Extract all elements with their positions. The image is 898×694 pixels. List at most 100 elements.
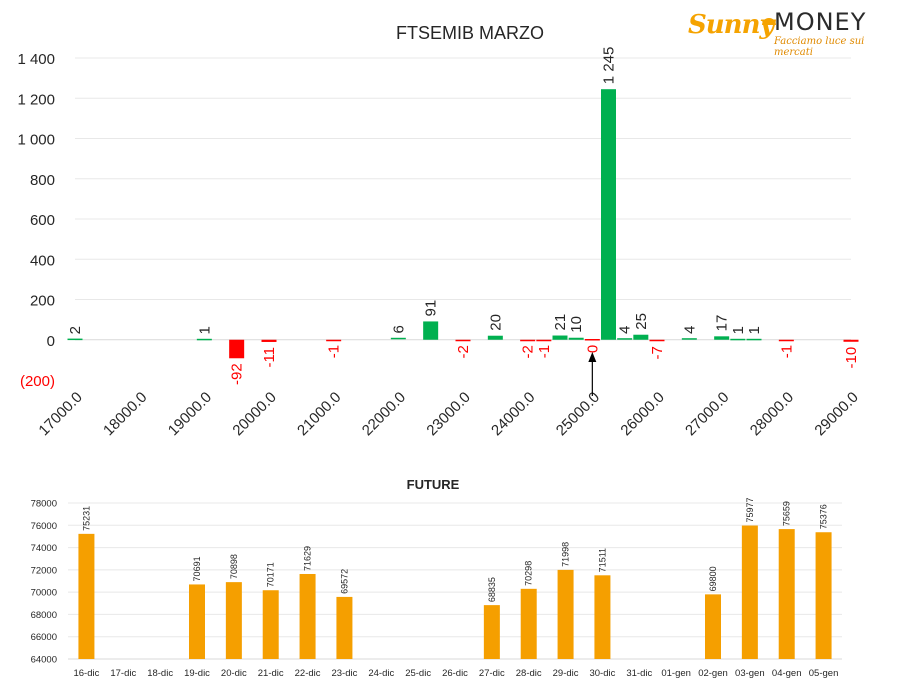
chart1-data-label: -2: [455, 345, 472, 358]
chart2-y-tick-label: 68000: [31, 610, 57, 621]
chart1-x-tick-label: 20000.0: [229, 389, 279, 439]
chart2-x-tick-label: 21-dic: [258, 668, 284, 679]
chart1-bar: [633, 334, 649, 340]
chart1-gridlines: [75, 57, 851, 341]
logo-tagline: Facciamo luce sui mercati: [774, 36, 865, 58]
chart2-x-tick-label: 28-dic: [516, 668, 542, 679]
logo-brand-left: Sunny: [688, 10, 775, 40]
logo-brand-right: MONEY: [774, 8, 867, 36]
chart2-data-label: 70298: [524, 561, 534, 586]
chart2-x-axis: 16-dic 17-dic 18-dic 19-dic 20-dic 21-dic 22-d…: [73, 668, 838, 679]
chart1-bar: [843, 339, 859, 342]
chart1-data-label: 1: [730, 326, 747, 334]
chart1-x-tick-label: 26000.0: [617, 389, 667, 439]
chart1-data-label: 0: [584, 345, 601, 353]
chart1-marker-arrow: [588, 352, 597, 396]
chart2-x-tick-label: 29-dic: [553, 668, 579, 679]
chart1-bar: [196, 338, 212, 341]
chart2-data-label: 70898: [229, 554, 239, 579]
chart1-data-label: 6: [390, 325, 407, 333]
chart1-data-label: 21: [552, 314, 569, 331]
chart2-y-tick-label: 74000: [31, 543, 57, 554]
chart2-y-tick-label: 78000: [31, 499, 57, 510]
chart1-data-label: 1: [746, 326, 763, 334]
chart2-bar: [815, 532, 832, 659]
chart1-data-label: -1: [536, 345, 553, 358]
chart1-bar: [520, 339, 536, 342]
chart2-x-tick-label: 27-dic: [479, 668, 505, 679]
chart1-y-tick-label: 1 200: [17, 91, 55, 108]
chart2-bar: [483, 605, 500, 659]
chart1-bar: [261, 339, 277, 342]
chart1-x-tick-label: 25000.0: [553, 389, 603, 439]
chart1-x-tick-label: 28000.0: [747, 389, 797, 439]
chart2-bar: [299, 573, 316, 659]
chart1-bar: [584, 339, 600, 341]
logo-sun-icon: [762, 18, 776, 25]
chart1-data-label: 2: [67, 326, 84, 334]
chart2-y-tick-label: 64000: [31, 655, 57, 666]
chart1-data-label: 4: [681, 326, 698, 334]
chart2-x-tick-label: 23-dic: [331, 668, 357, 679]
chart1-data-label: -1: [778, 345, 795, 358]
chart2-bar: [189, 584, 205, 659]
chart1-data-label: 1 245: [601, 47, 618, 85]
chart1-data-label: 25: [633, 313, 650, 330]
chart2-bar: [705, 594, 721, 659]
chart1-data-label: 4: [617, 326, 634, 334]
chart1-bar: [455, 339, 471, 342]
chart2-x-tick-label: 16-dic: [73, 668, 99, 679]
chart2-x-tick-label: 25-dic: [405, 668, 431, 679]
chart1-arrow-head: [588, 352, 597, 362]
chart2-x-tick-label: 30-dic: [589, 668, 615, 679]
sunny-money-logo: Sunny MONEY Facciamo luce sui mercati: [688, 8, 892, 58]
chart2-bar: [262, 590, 279, 659]
chart1-x-tick-label: 23000.0: [423, 389, 473, 439]
chart1-data-label: -2: [520, 345, 537, 358]
chart2-data-label: 75231: [81, 506, 91, 531]
chart2-x-tick-label: 17-dic: [110, 668, 136, 679]
chart2-x-tick-label: 03-gen: [735, 668, 765, 679]
chart1-bar: [617, 338, 633, 340]
chart1-bar: [423, 321, 439, 340]
chart2-data-label: 68835: [487, 577, 497, 602]
chart2-data-label: 75376: [819, 504, 829, 529]
chart2-bar: [778, 529, 795, 659]
chart1-y-tick-label: 1 400: [17, 51, 55, 68]
chart1-bars: [67, 89, 859, 359]
chart1-y-tick-label: 1 000: [17, 132, 55, 149]
chart2-x-tick-label: 18-dic: [147, 668, 173, 679]
chart1-data-label: 10: [568, 316, 585, 333]
chart1-bar: [67, 338, 83, 341]
future-chart: FUTURE 64000 66000 68000 70000 72000 74000 760…: [31, 477, 842, 679]
chart2-bar: [520, 588, 537, 659]
chart1-y-tick-label: (200): [20, 373, 55, 390]
chart1-data-label: -92: [229, 363, 246, 385]
chart2-y-tick-label: 70000: [31, 588, 57, 599]
chart2-y-tick-label: 66000: [31, 632, 57, 643]
chart1-bar: [778, 339, 794, 342]
chart1-bar: [536, 339, 552, 342]
chart2-data-label: 70171: [266, 562, 276, 587]
chart2-bar: [594, 575, 611, 659]
chart1-y-tick-label: 600: [30, 212, 55, 229]
chart2-data-label: 69572: [339, 569, 349, 594]
chart1-x-tick-label: 18000.0: [100, 389, 150, 439]
chart2-data-label: 71511: [597, 548, 607, 572]
chart1-x-axis: 17000.0 18000.0 19000.0 20000.0 21000.0 22000…: [35, 389, 861, 439]
chart1-bar: [714, 336, 730, 340]
chart1-data-label: -1: [326, 345, 343, 358]
chart1-bar: [681, 338, 697, 340]
chart1-bar: [229, 339, 245, 359]
chart1-bar: [390, 337, 406, 340]
chart2-data-label: 70691: [192, 556, 202, 581]
chart2-y-tick-label: 76000: [31, 521, 57, 532]
chart2-data-label: 71998: [561, 542, 571, 567]
chart1-y-tick-label: 200: [30, 293, 55, 310]
chart1-bar: [601, 89, 616, 340]
chart2-x-tick-label: 24-dic: [368, 668, 394, 679]
chart2-data-label: 71629: [303, 546, 313, 571]
chart1-bar: [730, 338, 746, 341]
chart2-x-tick-label: 22-dic: [295, 668, 321, 679]
